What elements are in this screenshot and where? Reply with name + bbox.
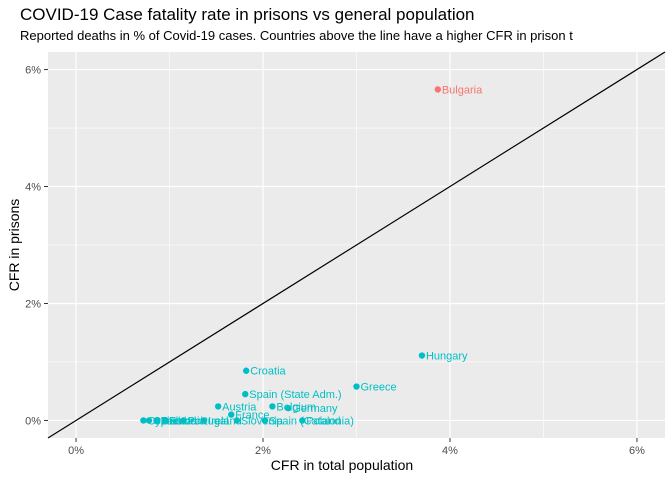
x-tick-label: 6%: [629, 445, 645, 457]
point-label: Estonia: [169, 415, 207, 427]
point-label: Spain (Catalonia): [269, 415, 354, 427]
point-label: Hungary: [426, 351, 468, 363]
point-label: Germany: [292, 403, 338, 415]
point-label: Ireland: [208, 415, 242, 427]
chart-subtitle: Reported deaths in % of Covid-19 cases. …: [20, 28, 573, 43]
data-point: [285, 404, 292, 412]
x-tick-label: 0%: [68, 445, 84, 457]
x-axis-label: CFR in total population: [271, 457, 413, 473]
point-label: Denmark: [161, 415, 206, 427]
point-label: Greece: [361, 382, 397, 394]
y-tick-label: 6%: [25, 65, 41, 77]
data-point: [299, 417, 306, 424]
data-point: [261, 417, 269, 424]
point-label: Slovenia: [241, 415, 284, 427]
point-label: Spain (State Adm.): [249, 389, 341, 401]
point-label: Portugal: [188, 415, 229, 427]
point-label: Bulgaria: [442, 84, 483, 96]
data-point: [214, 403, 222, 410]
data-point: [140, 417, 147, 424]
data-point: [180, 417, 187, 424]
data-points: Bulgaria Hungary Greece Croatia Spain (State…: [140, 84, 483, 427]
data-point: [145, 417, 153, 424]
point-label: Austria: [222, 401, 257, 413]
point-label: Finland: [160, 415, 196, 427]
x-tick-label: 2%: [255, 445, 271, 457]
data-point: [434, 86, 442, 93]
data-point: [353, 383, 360, 390]
x-tick-label: 4%: [442, 445, 458, 457]
point-label: Croatia: [250, 366, 286, 378]
y-tick-label: 4%: [25, 182, 41, 194]
point-label: France: [235, 410, 269, 422]
data-point: [242, 390, 249, 398]
data-point: [269, 403, 276, 410]
data-point: [200, 417, 208, 424]
data-point: [418, 352, 426, 359]
chart-title: COVID-19 Case fatality rate in prisons v…: [20, 5, 475, 24]
point-label: Poland: [306, 415, 340, 427]
y-tick-label: 2%: [25, 298, 41, 310]
y-axis-label: CFR in prisons: [6, 199, 22, 292]
data-point: [242, 367, 250, 374]
axis-ticks: 0% 0% 2% 2% 4% 4% 6% 6%: [25, 65, 645, 457]
reference-line-group: [47, 51, 666, 439]
data-point: [161, 417, 169, 424]
reference-line: [47, 51, 666, 439]
data-point: [153, 417, 160, 424]
y-tick-label: 0%: [25, 415, 41, 427]
data-point: [228, 411, 235, 418]
data-point: [233, 417, 241, 424]
